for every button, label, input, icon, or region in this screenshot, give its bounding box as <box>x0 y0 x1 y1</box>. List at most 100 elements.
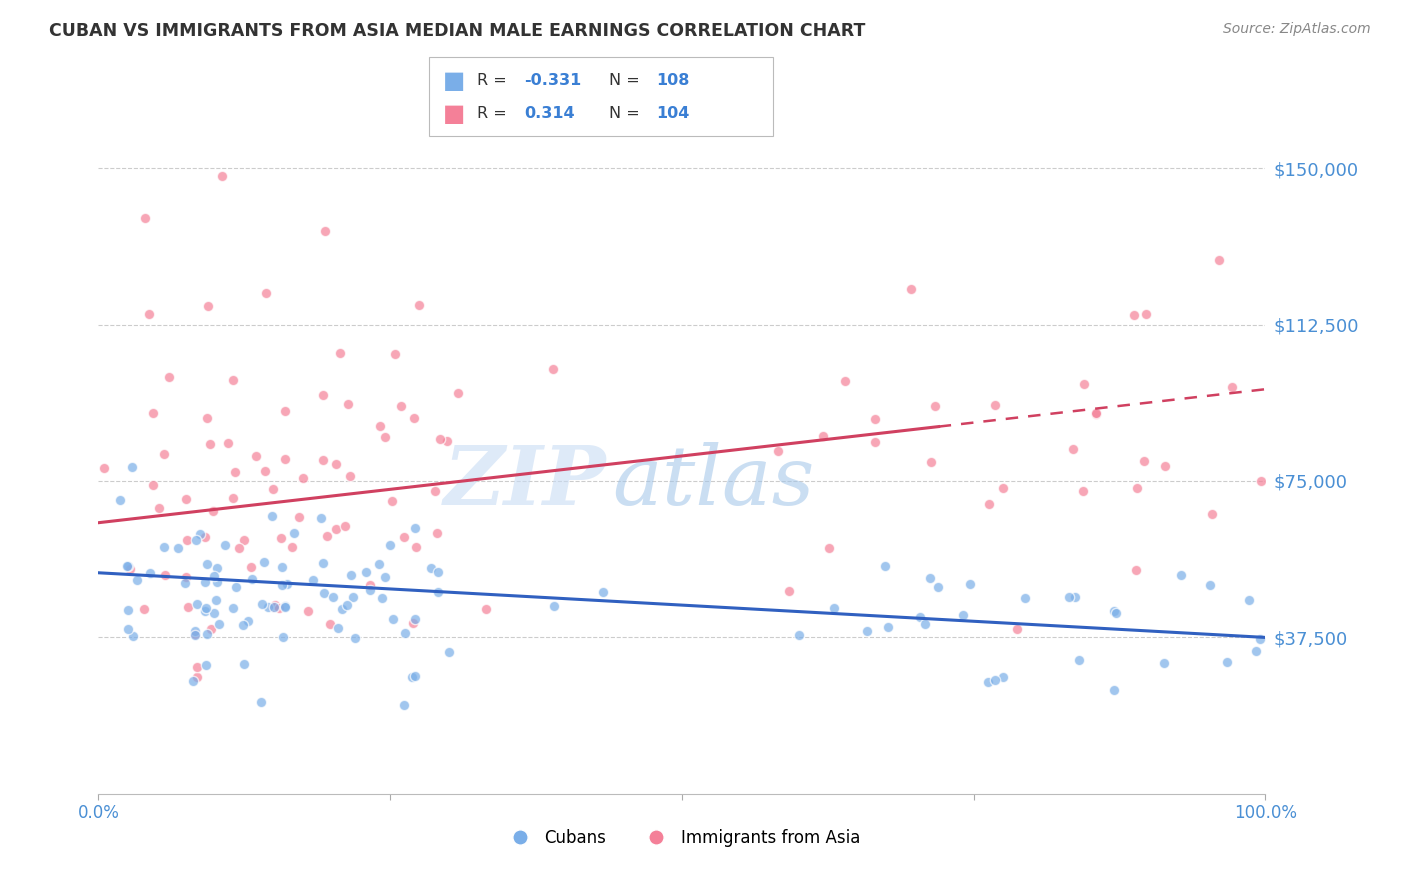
Point <box>914 616 936 631</box>
Point <box>977 498 1000 512</box>
Point <box>1126 481 1149 495</box>
Point <box>312 453 335 467</box>
Point <box>425 484 447 499</box>
Point <box>202 569 225 583</box>
Point <box>1057 590 1080 604</box>
Point <box>184 533 207 548</box>
Point <box>240 572 263 586</box>
Point <box>211 169 233 184</box>
Point <box>426 525 449 540</box>
Point <box>325 458 347 472</box>
Point <box>392 698 415 713</box>
Point <box>271 578 294 592</box>
Point <box>274 452 297 467</box>
Point <box>117 559 139 574</box>
Point <box>337 397 360 411</box>
Point <box>197 299 219 313</box>
Point <box>224 465 246 479</box>
Point <box>201 504 224 518</box>
Point <box>262 599 284 614</box>
Point <box>1071 484 1094 499</box>
Point <box>250 597 273 611</box>
Point <box>367 558 389 572</box>
Point <box>283 526 305 541</box>
Point <box>439 645 461 659</box>
Text: ZIP: ZIP <box>443 442 606 522</box>
Point <box>174 569 197 583</box>
Point <box>918 571 941 585</box>
Point <box>194 575 217 590</box>
Point <box>834 374 856 388</box>
Point <box>1133 454 1156 468</box>
Point <box>927 581 949 595</box>
Point <box>195 557 218 571</box>
Point <box>194 530 217 544</box>
Point <box>315 529 337 543</box>
Point <box>200 622 222 636</box>
Point <box>408 298 430 312</box>
Text: ■: ■ <box>443 69 465 93</box>
Point <box>1170 567 1192 582</box>
Point <box>228 541 250 556</box>
Point <box>177 600 200 615</box>
Point <box>993 670 1015 684</box>
Point <box>271 560 294 574</box>
Point <box>402 616 425 631</box>
Point <box>148 500 170 515</box>
Point <box>436 434 458 448</box>
Point <box>134 211 156 226</box>
Point <box>823 600 845 615</box>
Point <box>900 282 922 296</box>
Point <box>194 604 217 618</box>
Text: -0.331: -0.331 <box>524 73 582 88</box>
Point <box>359 583 381 598</box>
Point <box>142 477 165 491</box>
Text: 0.314: 0.314 <box>524 106 575 121</box>
Point <box>1062 442 1084 456</box>
Point <box>319 616 342 631</box>
Point <box>153 541 176 555</box>
Point <box>543 599 565 613</box>
Point <box>959 576 981 591</box>
Point <box>381 494 404 508</box>
Point <box>262 482 284 496</box>
Point <box>217 435 239 450</box>
Point <box>202 607 225 621</box>
Point <box>240 560 263 574</box>
Point <box>1084 406 1107 420</box>
Point <box>326 621 349 635</box>
Point <box>976 675 998 690</box>
Point <box>274 599 297 614</box>
Text: N =: N = <box>609 73 645 88</box>
Point <box>371 591 394 605</box>
Point <box>254 286 277 301</box>
Point <box>271 630 294 644</box>
Point <box>281 541 304 555</box>
Point <box>117 622 139 636</box>
Point <box>186 597 208 611</box>
Point <box>250 695 273 709</box>
Point <box>368 419 391 434</box>
Point <box>108 492 131 507</box>
Point <box>195 410 218 425</box>
Point <box>198 436 221 450</box>
Point <box>404 410 426 425</box>
Point <box>419 560 441 574</box>
Point <box>1064 591 1087 605</box>
Point <box>541 362 564 376</box>
Point <box>195 601 218 615</box>
Point <box>214 538 236 552</box>
Point <box>245 450 267 464</box>
Point <box>1135 307 1157 321</box>
Point <box>356 566 378 580</box>
Point <box>173 575 195 590</box>
Text: R =: R = <box>477 73 512 88</box>
Point <box>257 599 280 614</box>
Point <box>952 608 974 623</box>
Point <box>205 560 228 574</box>
Point <box>1153 458 1175 473</box>
Point <box>121 629 143 643</box>
Point <box>208 617 231 632</box>
Point <box>877 620 900 634</box>
Point <box>339 469 361 483</box>
